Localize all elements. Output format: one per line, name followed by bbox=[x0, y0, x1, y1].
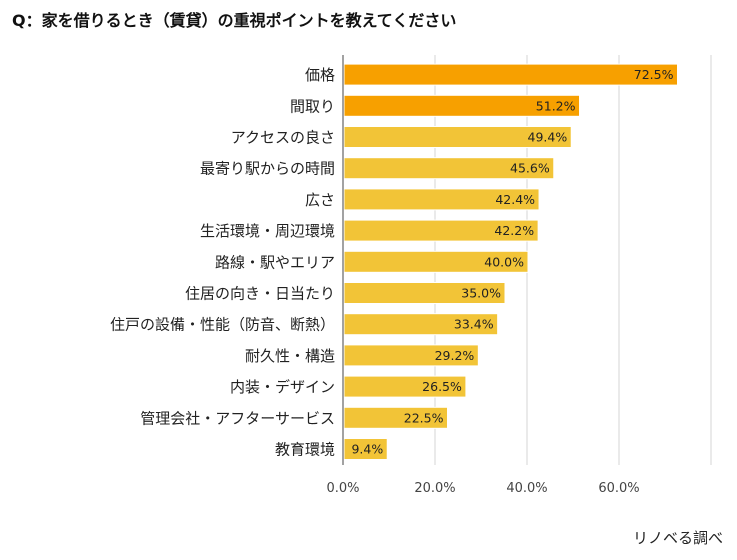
category-label-5: 生活環境・周辺環境 bbox=[200, 222, 335, 240]
x-tick-label-3: 60.0% bbox=[598, 481, 639, 496]
category-label-12: 教育環境 bbox=[275, 441, 335, 459]
bar-3 bbox=[343, 157, 555, 180]
category-label-1: 間取り bbox=[290, 97, 335, 115]
bar-5 bbox=[343, 219, 539, 242]
bar-11 bbox=[343, 406, 448, 429]
category-label-11: 管理会社・アフターサービス bbox=[140, 409, 335, 427]
value-label-1: 51.2% bbox=[536, 98, 576, 113]
category-label-4: 広さ bbox=[305, 191, 335, 209]
bar-10 bbox=[343, 375, 467, 398]
value-label-4: 42.4% bbox=[495, 192, 535, 207]
category-label-2: アクセスの良さ bbox=[231, 129, 335, 147]
bar-8 bbox=[343, 313, 499, 336]
value-label-0: 72.5% bbox=[634, 67, 674, 82]
category-label-10: 内装・デザイン bbox=[230, 378, 335, 396]
category-label-9: 耐久性・構造 bbox=[245, 347, 335, 365]
value-label-7: 35.0% bbox=[461, 286, 501, 301]
value-label-2: 49.4% bbox=[528, 130, 568, 145]
value-label-6: 40.0% bbox=[484, 254, 524, 269]
category-label-8: 住戸の設備・性能（防音、断熱） bbox=[110, 316, 335, 334]
x-tick-label-1: 20.0% bbox=[414, 481, 455, 496]
category-label-0: 価格 bbox=[305, 66, 335, 84]
category-labels: 価格間取りアクセスの良さ最寄り駅からの時間広さ生活環境・周辺環境路線・駅やエリア… bbox=[110, 66, 335, 458]
bar-12 bbox=[343, 438, 388, 460]
value-label-12: 9.4% bbox=[351, 442, 383, 457]
value-label-9: 29.2% bbox=[435, 348, 475, 363]
value-label-10: 26.5% bbox=[422, 379, 462, 394]
bar-2 bbox=[343, 126, 572, 148]
bar-1 bbox=[343, 94, 581, 117]
x-tick-label-0: 0.0% bbox=[326, 481, 359, 496]
category-label-3: 最寄り駅からの時間 bbox=[200, 160, 335, 178]
category-label-7: 住居の向き・日当たり bbox=[185, 285, 335, 303]
bar-7 bbox=[343, 282, 506, 304]
value-label-5: 42.2% bbox=[494, 223, 534, 238]
chart-title: Q：家を借りるとき（賃貸）の重視ポイントを教えてください bbox=[12, 11, 457, 30]
bar-6 bbox=[343, 250, 529, 273]
bars bbox=[343, 63, 678, 460]
value-label-3: 45.6% bbox=[510, 161, 550, 176]
source-note: リノベる調べ bbox=[632, 529, 723, 547]
value-label-11: 22.5% bbox=[404, 410, 444, 425]
value-labels: 72.5% 51.2% 49.4% 45.6% 42.4% 42.2% 40.0% 35.0%… bbox=[351, 67, 673, 456]
bar-chart: 価格間取りアクセスの良さ最寄り駅からの時間広さ生活環境・周辺環境路線・駅やエリア… bbox=[110, 55, 712, 496]
value-label-8: 33.4% bbox=[454, 317, 494, 332]
bar-0 bbox=[343, 63, 678, 86]
bar-4 bbox=[343, 188, 540, 211]
category-label-6: 路線・駅やエリア bbox=[215, 253, 335, 271]
x-axis-ticks: 0.0% 20.0% 40.0% 60.0% bbox=[326, 481, 639, 496]
bar-9 bbox=[343, 344, 479, 367]
x-tick-label-2: 40.0% bbox=[506, 481, 547, 496]
